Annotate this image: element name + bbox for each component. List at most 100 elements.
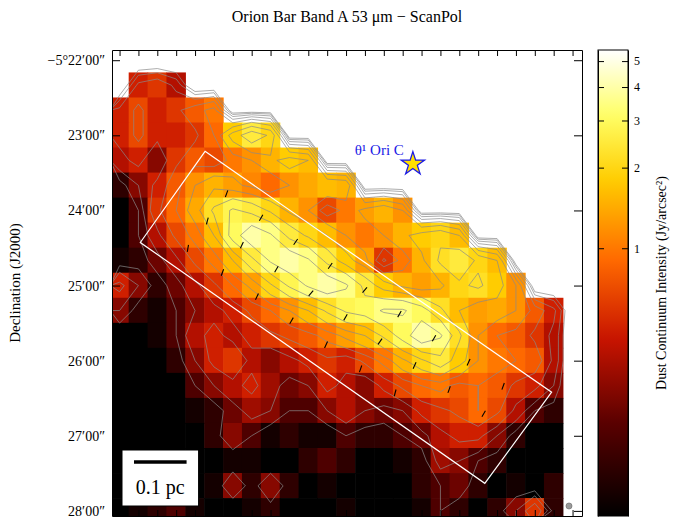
cell	[112, 123, 129, 149]
tick	[271, 50, 272, 56]
cell	[299, 173, 318, 199]
tick-mark	[598, 87, 604, 88]
cell	[148, 148, 167, 174]
tick	[497, 510, 498, 516]
tick-mark	[138, 510, 139, 516]
pol-vector	[290, 318, 294, 324]
cell	[355, 348, 374, 374]
cell	[299, 423, 318, 449]
cell	[280, 273, 299, 299]
pol-vector	[259, 215, 263, 221]
tick	[384, 50, 385, 56]
tick	[233, 50, 234, 56]
tick: 24′00″	[68, 203, 120, 218]
tick-mark	[598, 168, 604, 169]
cell	[450, 248, 469, 274]
pol-vector	[275, 266, 279, 272]
cell	[148, 97, 167, 123]
tick-mark	[598, 61, 604, 62]
tick-mark	[574, 361, 582, 362]
tick-mark	[289, 50, 290, 56]
cell	[242, 298, 261, 324]
tick-mark	[622, 61, 628, 62]
pol-vector	[328, 263, 332, 269]
cell	[431, 323, 450, 349]
cell	[112, 423, 129, 449]
tick	[252, 510, 253, 516]
cell	[129, 248, 148, 274]
cell	[148, 373, 167, 399]
colorbar	[598, 50, 628, 516]
pol-vector	[359, 366, 361, 373]
tick-label: 4	[634, 80, 640, 94]
tick-mark	[573, 50, 574, 56]
cell	[204, 398, 223, 424]
cell	[525, 498, 544, 516]
tick	[289, 50, 290, 56]
pol-vector	[221, 269, 223, 276]
scale-bar: 0.1 pc	[122, 450, 199, 506]
cell	[185, 123, 204, 149]
tick-mark	[195, 510, 196, 516]
pol-vector	[294, 239, 298, 245]
plot-background	[112, 50, 582, 516]
tick: 2	[622, 161, 640, 175]
cell	[166, 398, 185, 424]
cell	[299, 473, 318, 499]
cell	[204, 498, 223, 516]
x-axis	[113, 510, 583, 517]
tick-mark	[598, 248, 604, 249]
cell	[223, 223, 242, 249]
cell	[374, 398, 393, 424]
cell	[112, 223, 129, 249]
tick	[574, 511, 582, 512]
cell	[468, 423, 487, 449]
contour	[229, 209, 452, 356]
colorbar-axis-left	[598, 51, 604, 517]
cell	[166, 348, 185, 374]
tick	[157, 50, 158, 56]
cell	[393, 498, 412, 516]
plot-area	[112, 69, 565, 516]
tick: 26′00″	[68, 354, 120, 369]
cell	[487, 373, 506, 399]
tick	[535, 510, 536, 516]
tick: 28′00″	[68, 504, 120, 519]
tick-label: 28′00″	[68, 504, 105, 519]
cell	[431, 348, 450, 374]
cell	[412, 423, 431, 449]
cell	[431, 273, 450, 299]
tick	[384, 510, 385, 516]
cell	[336, 473, 355, 499]
pol-vector	[432, 335, 436, 341]
tick	[478, 510, 479, 516]
tick-mark	[459, 510, 460, 516]
cell	[112, 97, 129, 123]
tick-mark	[327, 510, 328, 516]
tick	[138, 50, 139, 56]
cell	[129, 348, 148, 374]
cell	[525, 473, 544, 499]
cell	[242, 498, 261, 516]
cell	[336, 298, 355, 324]
cell	[450, 273, 469, 299]
tick-mark	[516, 510, 517, 516]
tick-mark	[478, 50, 479, 56]
cell	[204, 423, 223, 449]
tick	[573, 510, 574, 516]
tick-mark	[308, 50, 309, 56]
cell	[355, 223, 374, 249]
tick-mark	[233, 510, 234, 516]
cell	[242, 373, 261, 399]
cell	[261, 323, 280, 349]
tick	[403, 50, 404, 56]
contour	[240, 225, 442, 343]
pol-vector	[398, 311, 402, 317]
tick	[346, 50, 347, 56]
tick-label: −5°22′00″	[48, 53, 106, 68]
cell	[148, 398, 167, 424]
contours	[112, 69, 565, 516]
tick: 5	[622, 54, 640, 68]
tick-mark	[157, 510, 158, 516]
cell	[299, 448, 318, 474]
